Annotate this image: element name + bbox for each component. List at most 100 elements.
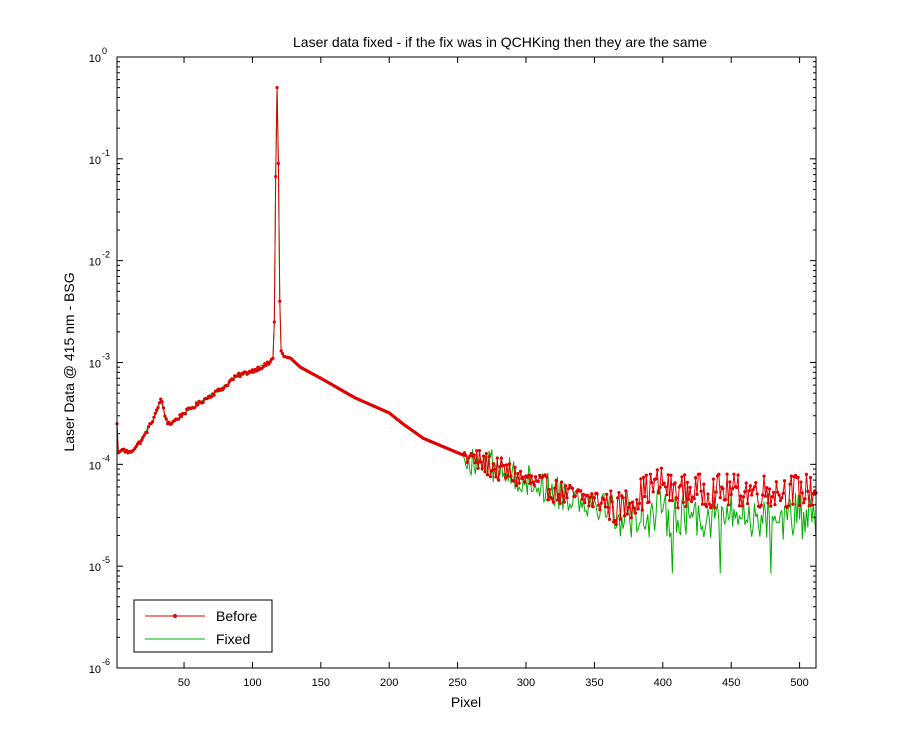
data-point [718, 495, 722, 500]
data-point [788, 482, 792, 486]
data-point [670, 498, 674, 503]
y-tick-exponent: -2 [102, 250, 110, 260]
data-point [513, 465, 517, 469]
data-point [483, 469, 487, 474]
data-point [592, 496, 597, 500]
data-point [547, 487, 551, 492]
data-point [681, 500, 685, 505]
x-tick-label: 350 [585, 677, 603, 689]
data-point [164, 417, 168, 421]
data-point [580, 497, 584, 501]
data-point [613, 519, 617, 523]
data-point [739, 494, 743, 498]
data-point [193, 405, 197, 409]
x-tick-label: 150 [312, 677, 330, 689]
data-point [647, 500, 651, 504]
data-point [692, 497, 696, 501]
data-point [138, 441, 142, 445]
data-point [518, 469, 523, 473]
data-point [157, 401, 162, 405]
data-point [256, 365, 260, 369]
data-point [499, 456, 503, 460]
data-point [687, 497, 691, 501]
x-tick-label: 400 [654, 677, 672, 689]
data-point [587, 504, 591, 508]
x-tick-label: 200 [380, 677, 398, 689]
data-point [659, 466, 664, 470]
data-point [529, 474, 534, 478]
data-point [512, 479, 516, 483]
data-point [271, 356, 275, 360]
data-point [807, 504, 811, 508]
data-point [642, 475, 646, 479]
data-point [748, 484, 752, 488]
data-point [565, 496, 569, 500]
data-point [610, 500, 614, 504]
data-point [264, 363, 268, 367]
data-point [624, 489, 628, 493]
data-point [774, 480, 778, 484]
data-point [276, 161, 281, 166]
data-point [678, 483, 683, 487]
data-point [140, 438, 144, 442]
data-point [637, 501, 642, 505]
data-point [673, 481, 677, 485]
x-tick-label: 450 [722, 677, 740, 689]
y-tick-label: 10 [89, 359, 101, 371]
data-point [235, 374, 239, 378]
data-point [811, 492, 815, 496]
data-point [553, 486, 557, 490]
data-point [502, 463, 506, 468]
data-point [665, 493, 669, 497]
data-point [688, 485, 692, 489]
data-point [771, 490, 776, 494]
data-point [507, 462, 512, 466]
data-point [627, 505, 631, 509]
data-point [156, 405, 160, 410]
data-point [654, 477, 658, 481]
data-point [492, 467, 497, 471]
data-point [711, 477, 716, 481]
data-point [776, 490, 780, 494]
data-point [726, 503, 731, 507]
data-point [564, 484, 568, 488]
data-point [523, 480, 527, 484]
data-point [122, 447, 126, 451]
data-point [268, 360, 272, 364]
data-point [694, 475, 698, 480]
data-point [142, 433, 146, 437]
data-point [737, 504, 742, 508]
data-point [479, 460, 483, 464]
data-point [657, 491, 661, 495]
data-point [272, 320, 276, 324]
data-point [732, 472, 736, 476]
data-point [635, 498, 639, 502]
data-point [494, 475, 498, 479]
data-point [527, 473, 531, 477]
data-point [509, 474, 513, 479]
data-point [212, 393, 216, 397]
data-point [570, 486, 575, 491]
data-point [603, 505, 607, 509]
data-point [487, 455, 491, 459]
data-point [495, 456, 499, 460]
data-point [280, 352, 285, 356]
data-point [201, 400, 205, 404]
data-point [787, 504, 791, 508]
data-point [468, 454, 472, 458]
data-point [209, 395, 213, 399]
data-point [505, 463, 509, 467]
data-point [618, 517, 622, 521]
data-point [573, 494, 577, 498]
data-point [490, 469, 494, 473]
data-point [713, 506, 717, 510]
data-point [633, 511, 638, 515]
y-tick-exponent: -3 [102, 352, 110, 362]
data-point [482, 454, 486, 458]
data-point [179, 415, 183, 419]
data-point [778, 498, 783, 503]
data-point [631, 500, 635, 504]
data-point [238, 374, 242, 379]
data-point [477, 448, 482, 453]
